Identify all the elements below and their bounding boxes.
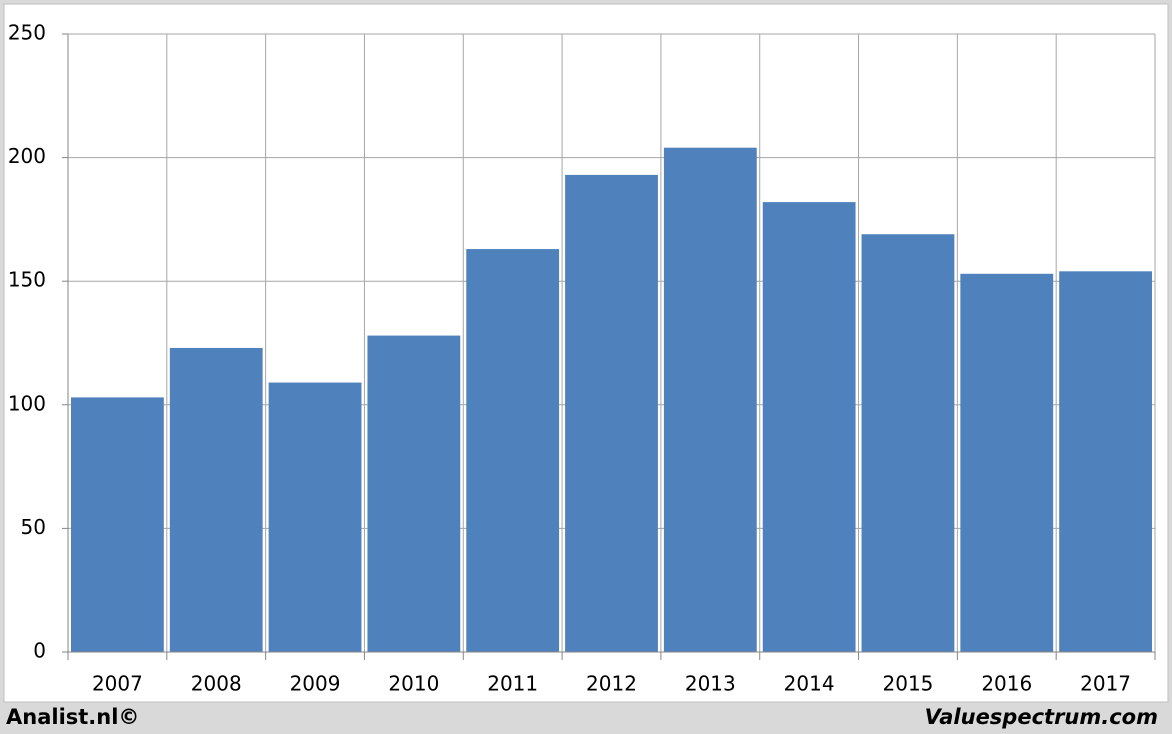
x-tick-label: 2008 [191, 672, 242, 696]
bar [960, 273, 1054, 652]
bar [762, 202, 856, 652]
y-tick-label: 0 [33, 639, 46, 663]
bar [367, 335, 461, 652]
bar [663, 147, 757, 652]
bar [71, 397, 164, 652]
y-tick-label: 100 [8, 391, 46, 415]
x-tick-label: 2009 [290, 672, 341, 696]
x-tick-label: 2013 [685, 672, 736, 696]
x-tick-label: 2011 [487, 672, 538, 696]
y-tick-label: 250 [8, 21, 46, 45]
bar [565, 174, 658, 653]
bar [466, 249, 560, 652]
x-tick-label: 2015 [883, 672, 934, 696]
y-tick-label: 50 [21, 515, 46, 539]
bar [861, 234, 955, 652]
footer-right: Valuespectrum.com [925, 705, 1158, 729]
bar [268, 382, 362, 652]
x-tick-label: 2017 [1080, 672, 1131, 696]
x-tick-label: 2007 [92, 672, 143, 696]
x-tick-label: 2012 [586, 672, 637, 696]
footer-left: Analist.nl© [6, 705, 139, 729]
x-tick-label: 2014 [784, 672, 835, 696]
y-tick-label: 200 [8, 144, 46, 168]
bar [1059, 271, 1152, 652]
x-tick-label: 2010 [388, 672, 439, 696]
x-tick-label: 2016 [981, 672, 1032, 696]
bar [169, 347, 263, 652]
y-tick-label: 150 [8, 268, 46, 292]
